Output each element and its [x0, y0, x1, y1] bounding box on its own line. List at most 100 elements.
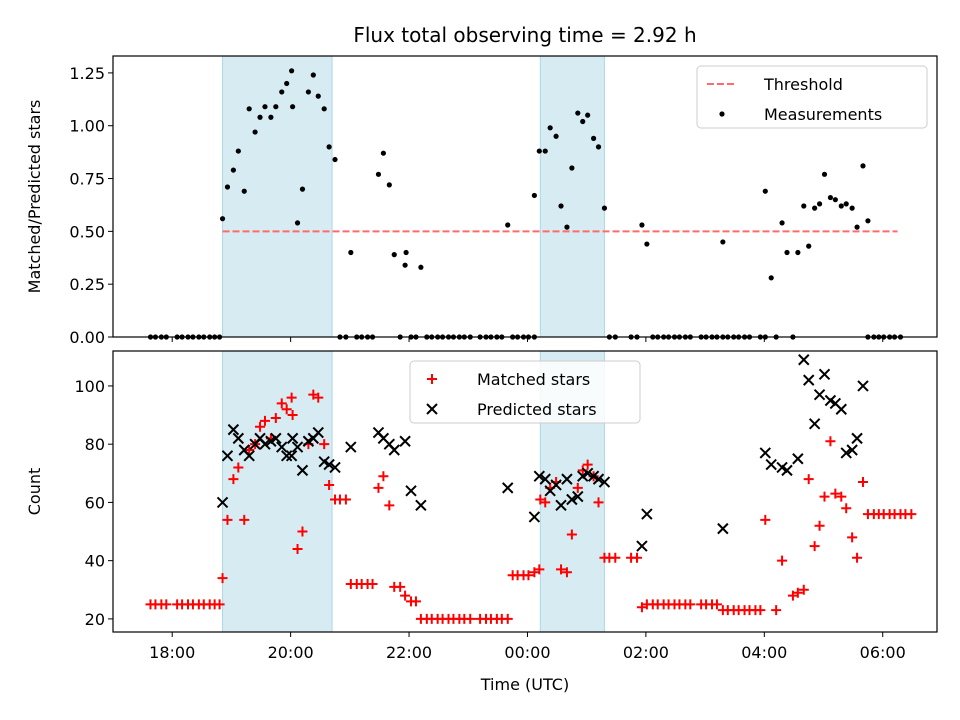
data-point: [792, 587, 803, 598]
data-point: [402, 262, 408, 268]
figure-title: Flux total observing time = 2.92 h: [353, 23, 696, 47]
data-point: [232, 432, 245, 445]
data-point: [547, 125, 553, 131]
x-tick-label: 22:00: [386, 643, 432, 662]
data-point: [536, 148, 542, 154]
data-point: [297, 526, 308, 537]
data-point: [323, 458, 335, 471]
data-point: [572, 490, 584, 503]
data-point: [292, 544, 303, 555]
data-point: [373, 482, 384, 493]
data-point: [644, 241, 650, 247]
legend-label: Predicted stars: [477, 400, 597, 419]
data-point: [814, 520, 825, 531]
data-point: [285, 450, 298, 462]
data-point: [685, 599, 696, 610]
data-point: [410, 596, 421, 607]
data-point: [281, 404, 292, 415]
data-point: [564, 224, 570, 230]
data-point: [777, 555, 788, 566]
legend-label: Matched stars: [477, 370, 590, 389]
data-point: [161, 599, 172, 610]
y-tick-label: 1.00: [69, 117, 105, 136]
x-tick-label: 04:00: [741, 643, 787, 662]
axes-frame: [112, 55, 938, 338]
data-point: [222, 514, 233, 525]
data-point: [289, 68, 295, 74]
data-point: [310, 72, 316, 78]
y-tick-label: 40: [85, 552, 105, 571]
data-point: [400, 590, 411, 601]
data-point: [279, 89, 285, 95]
legend-swatch: [719, 111, 725, 117]
data-point: [569, 165, 575, 171]
data-point: [566, 493, 578, 506]
data-point: [276, 398, 287, 409]
data-point: [395, 581, 406, 592]
data-point: [857, 477, 868, 488]
data-point: [367, 578, 378, 589]
data-point: [550, 479, 562, 491]
data-point: [228, 474, 239, 485]
data-point: [345, 441, 357, 453]
data-point: [798, 584, 809, 595]
data-point: [270, 432, 282, 445]
x-tick-label: 00:00: [504, 643, 550, 662]
data-point: [235, 148, 241, 154]
x-tick-label: 18:00: [149, 643, 195, 662]
y-tick-label: 20: [85, 610, 105, 629]
data-point: [380, 150, 386, 156]
data-point: [821, 171, 828, 177]
x-tick-label: 06:00: [860, 643, 906, 662]
data-point: [593, 497, 604, 508]
data-point: [639, 222, 645, 228]
data-point: [561, 567, 572, 578]
data-point: [813, 388, 826, 401]
data-point: [803, 474, 814, 485]
data-point: [561, 473, 573, 485]
y-tick-label: 0.75: [69, 170, 105, 189]
legend-box: [409, 360, 641, 424]
data-point: [230, 167, 236, 173]
data-point: [219, 216, 226, 222]
data-point: [299, 186, 306, 192]
shaded-interval-1: [222, 350, 333, 633]
data-point: [465, 613, 476, 624]
data-point: [795, 249, 801, 256]
data-point: [287, 410, 298, 421]
data-point: [755, 605, 766, 616]
data-point: [711, 599, 722, 610]
data-point: [832, 197, 838, 203]
data-point: [243, 450, 255, 462]
data-point: [280, 450, 293, 462]
legend-box: [696, 65, 928, 129]
y-tick-label: 1.25: [69, 64, 105, 83]
data-point: [581, 467, 594, 480]
data-point: [259, 438, 271, 450]
data-point: [843, 201, 849, 207]
data-point: [312, 426, 324, 439]
data-point: [838, 203, 844, 209]
data-point: [403, 249, 409, 256]
top-panel: 0.00 0.25 0.50 0.75 1.00 1.25 Matched/Predicte…: [25, 55, 938, 347]
data-point: [582, 459, 593, 470]
data-point: [319, 439, 330, 450]
data-point: [384, 500, 395, 511]
data-point: [641, 508, 653, 520]
data-point: [558, 203, 564, 209]
data-point: [816, 201, 823, 207]
data-point: [286, 432, 299, 445]
data-point: [244, 445, 255, 456]
data-point: [555, 499, 567, 512]
data-point: [852, 552, 863, 563]
data-point: [632, 552, 643, 563]
data-point: [830, 488, 841, 499]
data-point: [762, 188, 768, 194]
data-point: [246, 106, 252, 112]
data-point: [809, 541, 820, 552]
data-point: [255, 421, 266, 432]
x-tick-label: 20:00: [268, 643, 314, 662]
data-point: [227, 423, 240, 436]
data-point: [792, 453, 804, 465]
